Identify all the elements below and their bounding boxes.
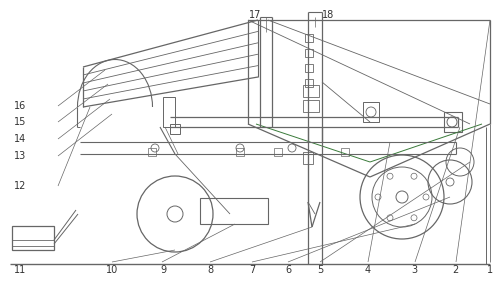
Text: 3: 3: [410, 265, 416, 275]
Text: 4: 4: [364, 265, 370, 275]
Text: 11: 11: [14, 265, 26, 275]
Text: 9: 9: [160, 265, 166, 275]
Bar: [305, 34, 313, 42]
Bar: [362, 102, 378, 122]
Text: 6: 6: [285, 265, 291, 275]
Bar: [303, 100, 318, 112]
Text: 17: 17: [248, 10, 261, 20]
Text: 14: 14: [14, 134, 26, 144]
Text: 1: 1: [486, 265, 492, 275]
Text: 8: 8: [206, 265, 212, 275]
Bar: [274, 148, 282, 156]
Text: 16: 16: [14, 101, 26, 111]
Bar: [170, 124, 180, 134]
Text: 15: 15: [14, 117, 26, 127]
Bar: [443, 112, 461, 132]
Text: 10: 10: [106, 265, 118, 275]
Text: 2: 2: [451, 265, 457, 275]
Bar: [12, 226, 54, 250]
Bar: [199, 198, 268, 224]
Bar: [303, 85, 318, 97]
Text: 12: 12: [14, 181, 26, 191]
Bar: [305, 79, 313, 87]
Text: 7: 7: [248, 265, 255, 275]
Text: 5: 5: [316, 265, 323, 275]
Bar: [148, 148, 156, 156]
Text: 18: 18: [321, 10, 334, 20]
Bar: [303, 152, 313, 164]
Bar: [163, 97, 175, 127]
Bar: [305, 49, 313, 57]
Text: 13: 13: [14, 151, 26, 161]
Bar: [235, 148, 243, 156]
Bar: [305, 64, 313, 72]
Bar: [340, 148, 348, 156]
